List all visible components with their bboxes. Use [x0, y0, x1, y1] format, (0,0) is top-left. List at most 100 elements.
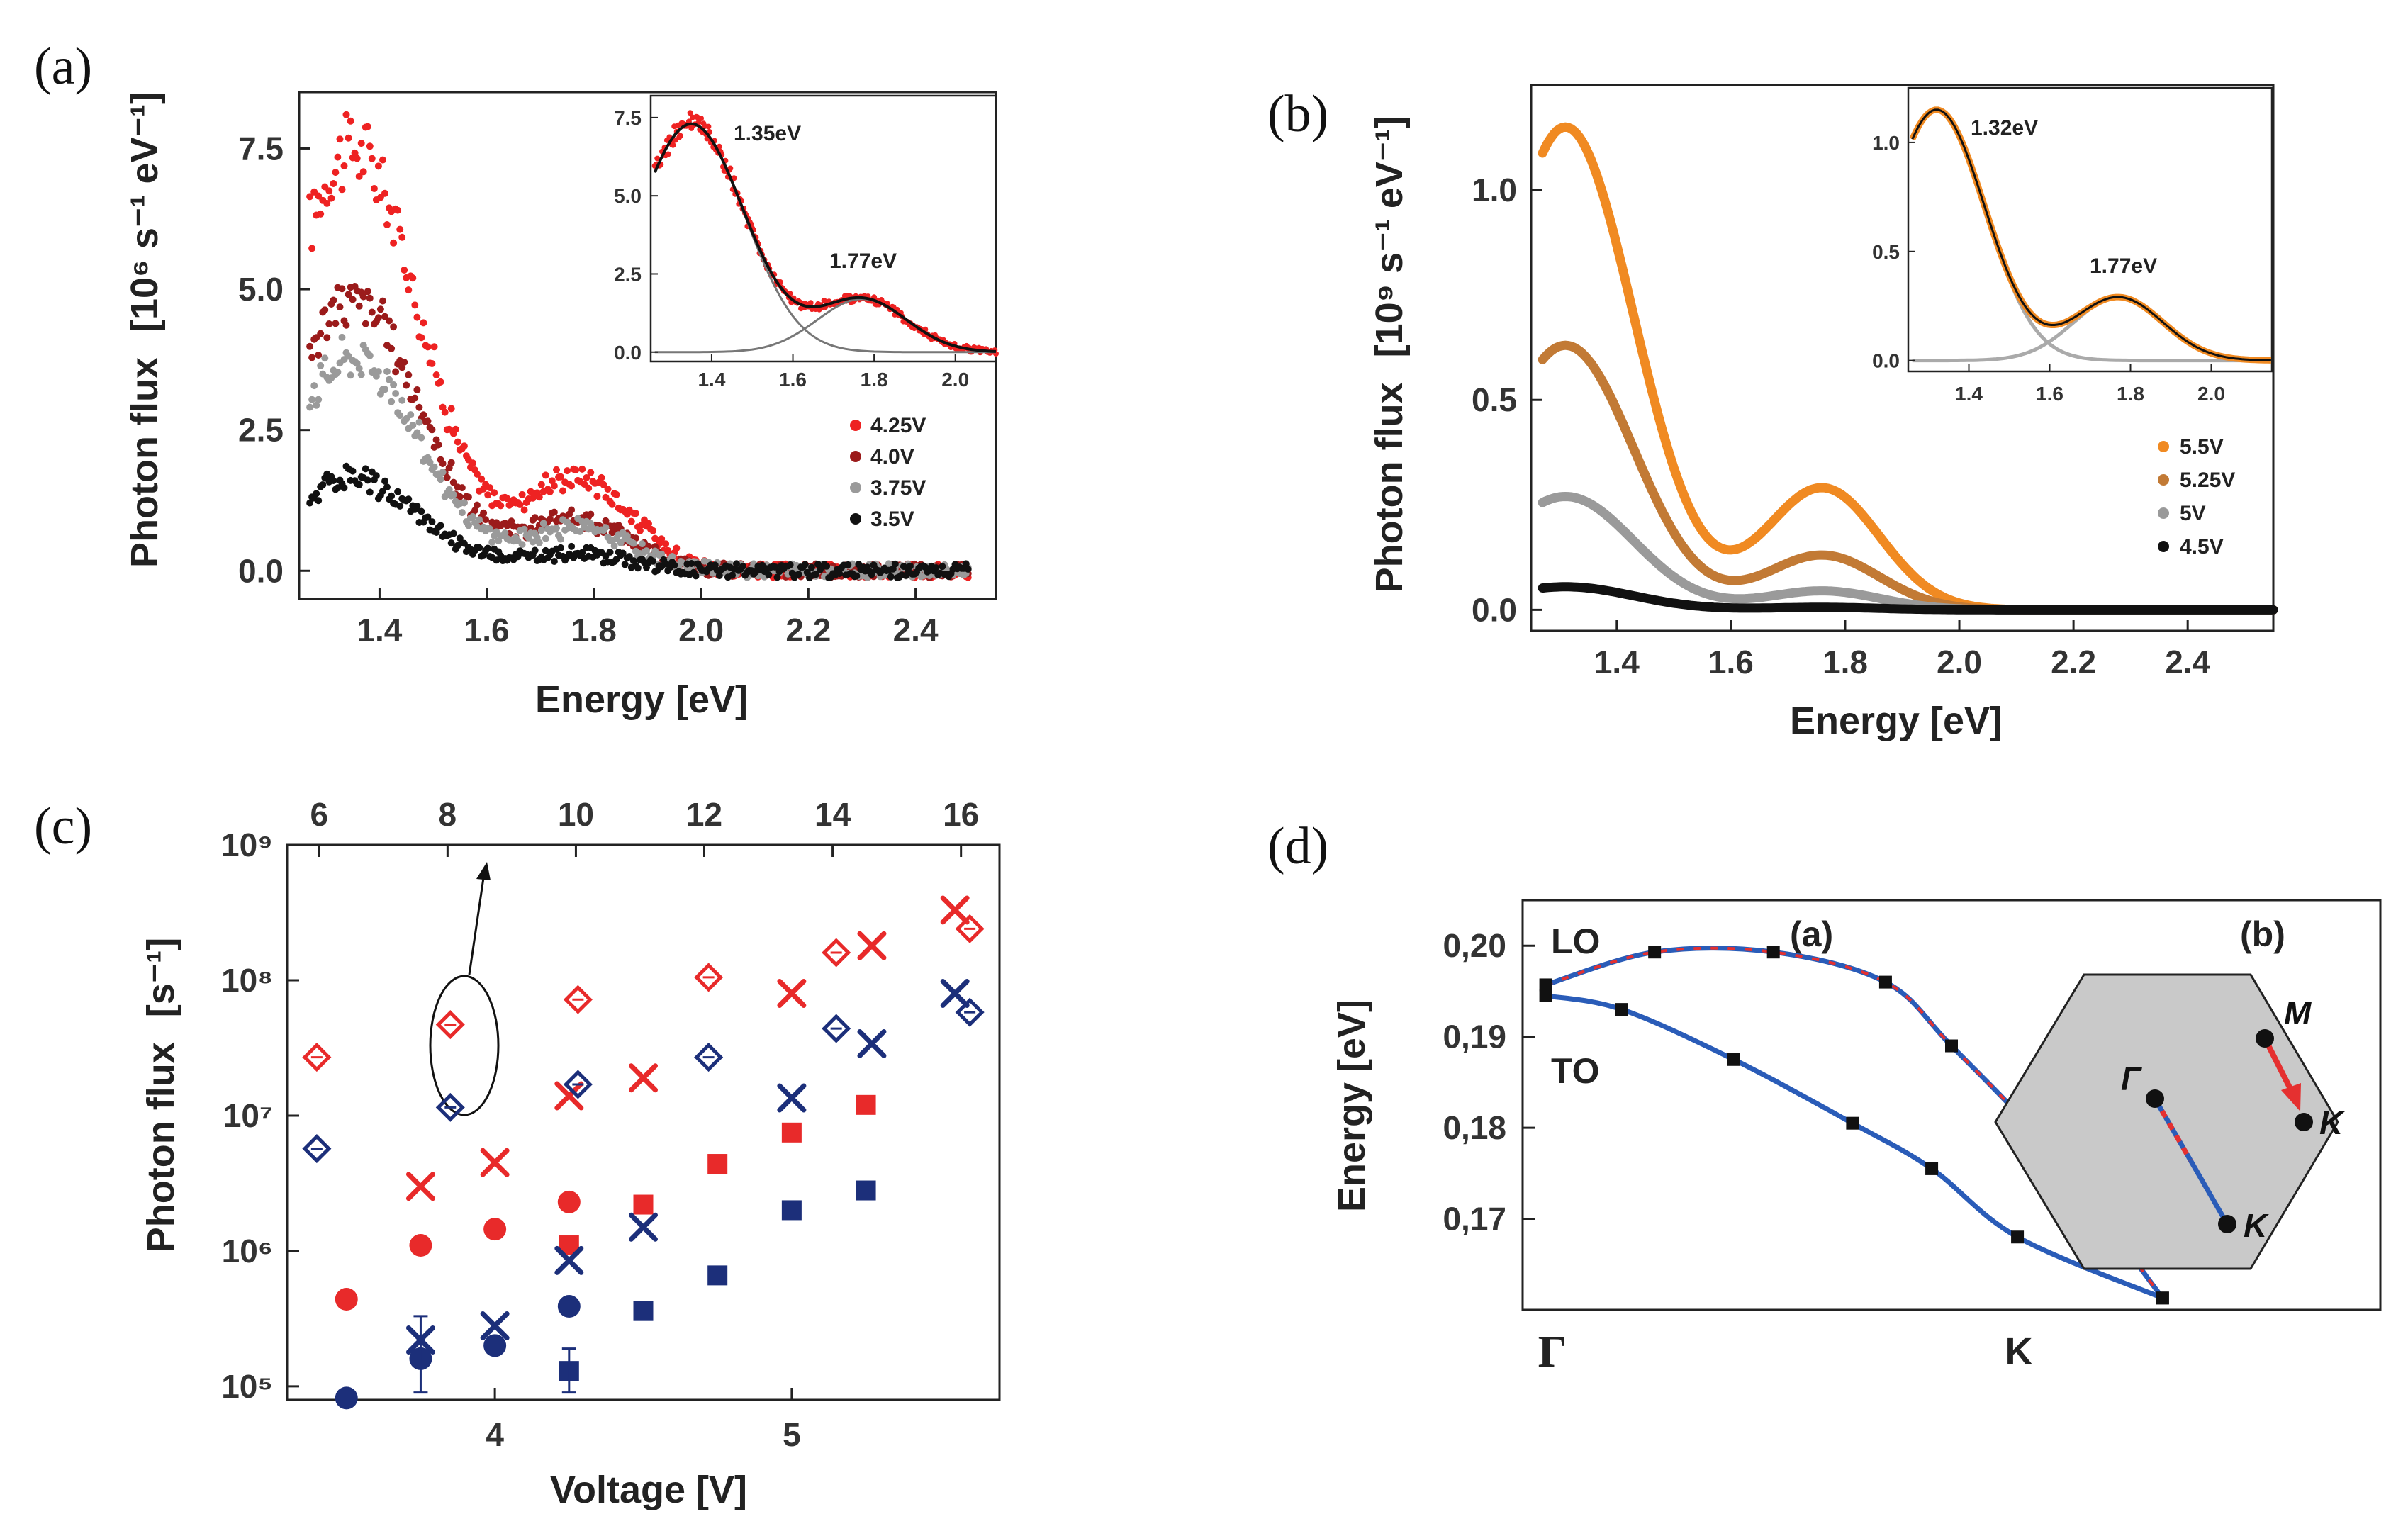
panel-a-inset-frame	[649, 94, 997, 363]
panel-d-ylabel-text: Energy [eV]	[1331, 999, 1373, 1212]
panel-a-inset-xtick-label: 1.6	[779, 369, 807, 391]
panel-c-point-blue-square	[856, 1180, 876, 1201]
panel-b-legend-label: 4.5V	[2180, 535, 2224, 559]
panel-a-xtick-label: 1.4	[357, 612, 402, 649]
panel-c-top-xtick-label: 6	[310, 796, 328, 833]
m-k-arrowhead	[2281, 1083, 2301, 1111]
panel-c-point-red-x	[480, 1148, 510, 1177]
panel-c-highlight-ellipse	[429, 975, 500, 1116]
panel-c-point-blue-circle	[335, 1386, 358, 1410]
panel-c-point-red-x	[405, 1172, 435, 1201]
panel-b-ylabel-text: Photon flux	[1368, 382, 1411, 593]
panel-b-xtick-label: 2.0	[1937, 644, 1982, 680]
panel-c-ytick-label: 10⁸	[221, 962, 273, 999]
panel-c-point-blue-diamond	[563, 1070, 593, 1099]
panel-a-legend: 4.25V 4.0V 3.75V 3.5V	[850, 414, 926, 531]
panel-a-series-3.75V	[306, 333, 972, 581]
panel-d-ytick-label: 0,18	[1443, 1109, 1506, 1146]
panel-a-legend-label: 4.0V	[870, 445, 914, 469]
panel-c-ytick-label: 10⁷	[223, 1097, 273, 1134]
panel-b-xtick-label: 1.6	[1708, 644, 1754, 680]
panel-a-xtick-label: 2.4	[893, 612, 939, 649]
panel-c-point-blue-x	[554, 1245, 584, 1275]
panel-a-series-3.5V	[306, 462, 972, 582]
panel-c-ylabel: Photon flux [s⁻¹]	[140, 938, 182, 1252]
panel-a-inset-xtick-label: 1.8	[861, 369, 888, 391]
panel-d-ytick-label: 0,19	[1443, 1019, 1506, 1055]
panel-a-inset-plot: 1.4 1.6 1.8 2.0 0.0 2.5 5.0 7.5	[614, 107, 999, 391]
panel-c-points	[302, 895, 985, 1410]
panel-a-inset-ytick-label: 5.0	[614, 185, 642, 207]
panel-c-point-blue-circle	[557, 1295, 581, 1318]
bz-k-right-label: K	[2319, 1104, 2345, 1141]
panel-c-point-red-diamond	[822, 938, 851, 968]
panel-c-point-red-square	[781, 1122, 802, 1143]
panel-a-inset-ytick-label: 7.5	[614, 107, 642, 129]
panel-d-curve-LO-red-dashes	[1545, 946, 2164, 1299]
panel-c-xlabel: Voltage [V]	[550, 1469, 747, 1511]
panel-c-point-blue-x	[940, 978, 970, 1008]
panel-c-highlight-arrow	[468, 873, 486, 975]
panel-a-points-4.0V	[306, 283, 972, 581]
bz-m-label: M	[2284, 994, 2312, 1031]
panel-c-point-blue-diamond	[694, 1043, 724, 1072]
panel-b-xtick-label: 1.4	[1594, 644, 1640, 680]
panel-c-point-red-square	[633, 1194, 654, 1215]
panel-d-point-TO	[1727, 1053, 1740, 1066]
panel-b-inset-plot: 1.4 1.6 1.8 2.0 0.0 0.5 1.0	[1872, 106, 2271, 405]
panel-c-point-blue-square	[781, 1200, 802, 1221]
panel-b-inset-xtick-label: 2.0	[2197, 383, 2225, 405]
panel-b-legend-label: 5.5V	[2180, 435, 2224, 459]
panel-a-ytick-label: 5.0	[238, 271, 284, 308]
panel-a-plot	[306, 111, 972, 582]
panel-d-point-LO	[1878, 975, 1892, 989]
panel-a-ylabel-text: Photon flux	[123, 357, 166, 568]
panel-b-inset-ytick-label: 0.0	[1872, 350, 1900, 372]
panel-b-curve-4.5V	[1538, 582, 2278, 615]
panel-b-xtick-label: 2.2	[2051, 644, 2096, 680]
svg-text:Photon flux [10⁹ s⁻¹ e: Photon flux [10⁹ s⁻¹ eV⁻¹]	[1368, 116, 1411, 593]
k-point-right	[2295, 1113, 2313, 1131]
panel-a-legend-label: 3.5V	[870, 507, 914, 531]
panel-c-errorbar	[413, 1315, 428, 1394]
panel-b-legend-marker	[2158, 541, 2169, 552]
panel-c-point-red-x	[629, 1063, 658, 1093]
panel-a-legend-marker	[850, 451, 861, 462]
panel-b-legend-marker	[2158, 441, 2169, 452]
panel-b-legend: 5.5V 5.25V 5V 4.5V	[2158, 435, 2235, 559]
panel-c-point-red-diamond	[302, 1043, 332, 1072]
panel-b-letter: (b)	[1267, 85, 1328, 143]
panel-c-top-xtick-label: 10	[558, 796, 594, 833]
panel-d-ytick-label: 0,20	[1443, 927, 1506, 964]
panel-a-ytick-label: 2.5	[238, 412, 284, 449]
panel-a-xticks: 1.4 1.6 1.8 2.0 2.2 2.4	[357, 588, 939, 649]
panel-d-point-TO	[2011, 1230, 2025, 1244]
panel-c-point-blue-square	[707, 1265, 728, 1286]
panel-c-point-blue-circle	[483, 1334, 507, 1357]
panel-a-xtick-label: 1.6	[464, 612, 510, 649]
panel-b-inset-ytick-label: 0.5	[1872, 241, 1900, 263]
panel-a-ytick-label: 7.5	[238, 130, 284, 167]
panel-a-points-3.75V	[306, 333, 972, 581]
panel-a-ytick-label: 0.0	[238, 552, 284, 589]
panel-d-ytick-label: 0,17	[1443, 1201, 1506, 1238]
panel-a-yunit: [10⁶ s⁻¹ eV⁻¹]	[123, 91, 166, 332]
svg-text:Photon flux [s⁻¹]: Photon flux [s⁻¹]	[140, 938, 182, 1252]
panel-c-point-red-circle	[557, 1190, 581, 1213]
panel-b-ytick-label: 1.0	[1472, 172, 1517, 208]
panel-a-inset-bg	[644, 96, 996, 361]
panel-b-inset-peak2-label: 1.77eV	[2090, 254, 2157, 278]
panel-a-letter: (a)	[34, 38, 92, 96]
panel-b-frame	[1530, 84, 2275, 632]
bz-gamma-label: Γ	[2121, 1060, 2142, 1097]
panel-d-lo-label: LO	[1551, 921, 1600, 961]
panel-c-point-red-circle	[409, 1234, 432, 1257]
panel-a: (a) Photon flux [10⁶ s⁻¹ eV⁻¹] Energy [e…	[34, 38, 999, 721]
panel-d-point-TO	[2156, 1291, 2169, 1305]
panel-a-xtick-label: 2.2	[785, 612, 831, 649]
panel-d-sub-a-label: (a)	[1790, 914, 1833, 954]
panel-b-inset-ytick-label: 1.0	[1872, 132, 1900, 154]
panel-a-xtick-label: 1.8	[571, 612, 617, 649]
